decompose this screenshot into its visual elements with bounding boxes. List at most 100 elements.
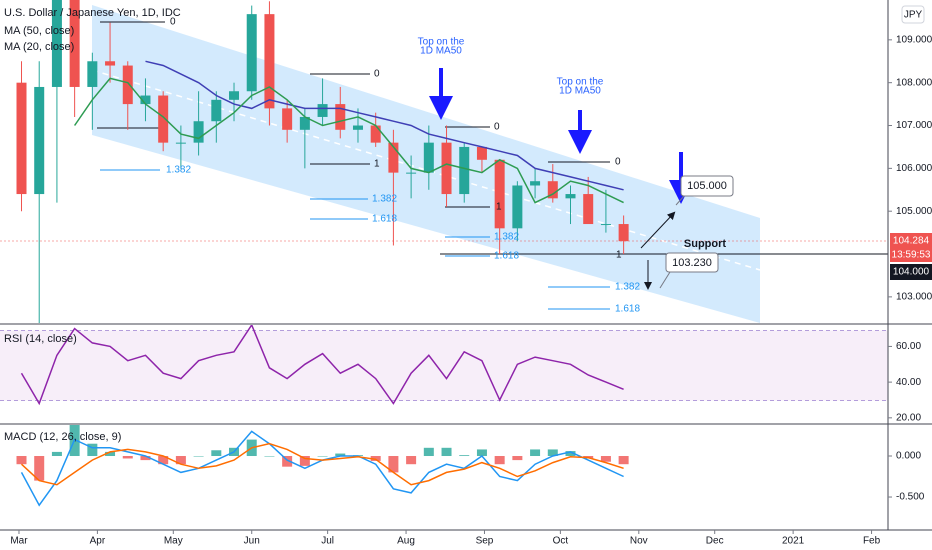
candle-body: [459, 146, 470, 195]
y-tick-label: 108.000: [896, 77, 932, 88]
currency-badge: [901, 5, 925, 24]
histogram-bar: [423, 447, 434, 457]
annotation: Top on the: [418, 37, 465, 48]
histogram-bar: [494, 456, 505, 465]
histogram-bar: [600, 456, 611, 462]
candle-body: [158, 95, 169, 143]
histogram-bar: [264, 456, 275, 457]
indicator-line: [20, 325, 624, 406]
last-price-label: 104.284: [893, 236, 930, 247]
y-tick-label: 106.000: [896, 163, 932, 174]
histogram-bar: [158, 456, 169, 465]
annotation: 1.382: [615, 282, 640, 293]
annotation: 0: [374, 69, 380, 80]
candle-body: [352, 125, 363, 130]
candle-body: [16, 82, 27, 195]
annotation: 1.618: [615, 304, 640, 315]
annotation: 1: [616, 250, 622, 261]
histogram-bar: [476, 449, 487, 457]
candle-body: [282, 108, 293, 130]
price-pane: [16, 0, 629, 323]
rsi-band: [0, 330, 888, 401]
histogram-bar: [547, 449, 558, 457]
x-tick-label: Mar: [10, 536, 28, 547]
macd-pane: [16, 425, 629, 507]
callout-box: [665, 252, 719, 273]
candle-body: [211, 99, 222, 122]
candle-body: [423, 142, 434, 173]
annotation: 103.230: [672, 257, 712, 269]
indicator-line: [20, 442, 624, 486]
candle-body: [335, 104, 346, 130]
annotation: 0: [494, 122, 500, 133]
histogram-bar: [87, 443, 98, 457]
histogram-bar: [530, 449, 541, 457]
x-tick-label: Jul: [321, 536, 334, 547]
histogram-bar: [618, 456, 629, 465]
candle-body: [618, 224, 629, 242]
annotation: 1.382: [166, 165, 191, 176]
rsi-pane: [20, 325, 624, 406]
y-tick-label: 20.00: [896, 412, 921, 423]
indicator-label: MACD (12, 26, close, 9): [4, 431, 121, 443]
histogram-bar: [370, 456, 381, 461]
candle-body: [246, 14, 257, 92]
candle-body: [140, 95, 151, 105]
candle-body: [51, 0, 62, 87]
candle-body: [317, 104, 328, 117]
x-tick-label: Oct: [553, 536, 569, 547]
annotation: Top on the: [557, 77, 604, 88]
y-tick-label: 40.00: [896, 377, 921, 388]
annotation: 1: [374, 159, 380, 170]
histogram-bar: [193, 456, 204, 457]
callout-box: [680, 175, 734, 197]
candle-body: [122, 65, 133, 105]
x-tick-label: Aug: [397, 536, 415, 547]
candle-body: [494, 159, 505, 229]
annotation: 1: [496, 202, 502, 213]
level-label-box: [890, 264, 932, 280]
candle-body: [406, 172, 417, 174]
histogram-bar: [459, 455, 470, 457]
histogram-bar: [175, 456, 186, 465]
histogram-bar: [16, 456, 27, 465]
candle-body: [388, 142, 399, 173]
annotation: 1.618: [372, 214, 397, 225]
chart-title: U.S. Dollar / Japanese Yen, 1D, IDC: [4, 7, 181, 19]
candle-body: [87, 61, 98, 87]
callout-pointer: [659, 271, 671, 289]
indicator-line: [73, 77, 624, 204]
y-tick-label: 60.00: [896, 341, 921, 352]
y-tick-label: 0.000: [896, 451, 921, 462]
histogram-bar: [282, 456, 293, 467]
annotation: 1D MA50: [420, 46, 462, 57]
candle-body: [370, 125, 381, 143]
histogram-bar: [512, 456, 523, 461]
currency-label: JPY: [904, 10, 923, 21]
indicator-line: [145, 60, 624, 191]
annotation: 0: [615, 157, 621, 168]
candle-body: [565, 194, 576, 199]
histogram-bar: [565, 451, 576, 457]
histogram-bar: [335, 453, 346, 457]
annotation: 1.382: [372, 194, 397, 205]
candle-body: [193, 121, 204, 143]
x-tick-label: 2021: [782, 536, 805, 547]
y-tick-label: -0.500: [896, 492, 925, 503]
y-tick-label: 105.000: [896, 206, 932, 217]
price-label-box: [890, 233, 932, 249]
countdown-label-box: [890, 248, 932, 262]
y-tick-label: 109.000: [896, 34, 932, 45]
annotation: 1.382: [494, 232, 519, 243]
annotation: 1D MA50: [559, 86, 601, 97]
x-tick-label: Feb: [863, 536, 881, 547]
candle-body: [229, 91, 240, 100]
x-tick-label: May: [164, 536, 183, 547]
annotation: 1.618: [494, 251, 519, 262]
histogram-bar: [317, 456, 328, 457]
callout-pointer: [675, 195, 685, 206]
indicator-label: RSI (14, close): [4, 333, 77, 345]
histogram-bar: [34, 456, 45, 481]
annotation: 0: [170, 17, 176, 28]
